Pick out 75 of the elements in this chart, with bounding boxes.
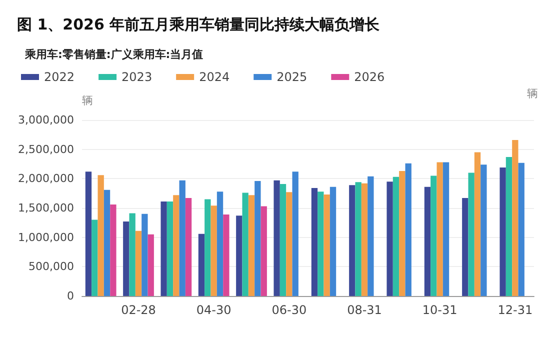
bar <box>129 213 136 296</box>
bar <box>286 192 292 296</box>
bar <box>311 188 318 296</box>
bar <box>474 152 481 296</box>
bar <box>436 162 443 296</box>
bar <box>104 190 110 296</box>
bar <box>468 172 474 296</box>
chart-subtitle: 乘用车:零售销量:广义乘用车:当月值 <box>24 48 204 61</box>
bar <box>442 162 450 296</box>
bar <box>274 180 280 296</box>
bar <box>392 176 400 296</box>
bar <box>185 198 192 296</box>
bar <box>216 192 224 296</box>
bar <box>330 186 336 296</box>
chart-title: 图 1、2026 年前五月乘用车销量同比持续大幅负增长 <box>17 16 381 34</box>
bar <box>324 194 330 296</box>
bar <box>424 186 431 296</box>
y-tick-label: 500,000 <box>28 260 74 274</box>
bar <box>512 140 518 296</box>
x-tick-label: 02-28 <box>121 303 156 317</box>
legend-label: 2025 <box>276 70 308 84</box>
bar <box>480 164 487 296</box>
text: 辆 <box>527 87 538 100</box>
y-tick-label: 1,500,000 <box>18 202 74 214</box>
bar <box>173 195 180 296</box>
bar <box>123 221 130 296</box>
bar <box>160 202 167 296</box>
legend-label: 2024 <box>199 70 230 84</box>
bar <box>405 163 412 296</box>
bar <box>166 202 174 296</box>
bar <box>236 216 242 296</box>
bar <box>349 185 356 296</box>
bar <box>204 199 211 296</box>
bar <box>135 230 142 296</box>
bar <box>254 181 261 296</box>
bar <box>148 234 154 296</box>
y-tick-label: 3,000,000 <box>18 114 74 126</box>
bar <box>85 172 92 296</box>
bar <box>518 162 524 296</box>
bar <box>399 171 406 296</box>
bar <box>248 195 255 296</box>
bar <box>92 220 98 296</box>
bar <box>98 175 104 296</box>
bar <box>500 168 506 296</box>
bar <box>179 180 186 296</box>
bar <box>430 176 437 296</box>
bar <box>142 214 148 296</box>
bar <box>198 234 205 296</box>
y-tick-label: 2,000,000 <box>18 172 74 186</box>
legend-label: 2022 <box>44 70 75 84</box>
legend-label: 2026 <box>354 70 385 84</box>
bar <box>280 184 286 296</box>
y-axis-title: 辆 <box>82 94 93 107</box>
bar <box>386 182 393 296</box>
x-tick-label: 08-31 <box>347 303 382 317</box>
bar <box>361 183 368 296</box>
bar <box>260 206 267 296</box>
bar <box>110 204 116 296</box>
legend-label: 2023 <box>122 70 152 84</box>
y-tick-label: 2,500,000 <box>18 142 74 156</box>
bar <box>292 172 298 296</box>
bar <box>355 182 362 296</box>
bar <box>462 198 468 296</box>
bar <box>242 192 248 296</box>
bar <box>506 156 512 296</box>
x-tick-label: 06-30 <box>272 303 307 317</box>
y-tick-label: 1,000,000 <box>18 230 74 244</box>
bar <box>210 206 217 296</box>
x-tick-label: 10-31 <box>422 303 458 317</box>
bar <box>368 176 374 296</box>
y-tick-label: 0 <box>67 290 74 302</box>
x-tick-label: 12-31 <box>498 303 533 317</box>
bar <box>318 192 324 296</box>
x-tick-label: 04-30 <box>196 303 232 317</box>
bar <box>223 214 230 296</box>
